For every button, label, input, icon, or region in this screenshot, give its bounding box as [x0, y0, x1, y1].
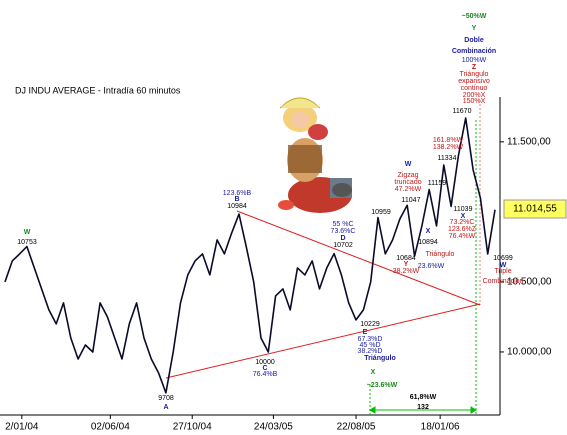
wave-annotation: Triángulo: [460, 71, 489, 78]
x-tick-label: 24/03/05: [254, 422, 293, 433]
wave-annotation: 132: [417, 404, 429, 411]
wave-annotation: 76.4%W: [449, 233, 476, 240]
wave-annotation: 150%X: [463, 98, 486, 105]
x-tick-label: 02/06/04: [91, 422, 130, 433]
wave-annotation: ~50%W: [462, 13, 487, 20]
x-tick-label: 22/08/05: [337, 422, 376, 433]
wave-annotation: 10684: [396, 255, 416, 262]
wave-annotation: 10984: [227, 203, 247, 210]
wave-annotation: 10229: [360, 321, 380, 328]
wave-annotation: 10894: [418, 239, 438, 246]
wave-annotation: 45 %D: [359, 342, 380, 349]
wave-annotation: 38.2%W: [393, 268, 420, 275]
cartoon: [270, 94, 352, 213]
wave-annotation: B: [234, 196, 239, 203]
price-box: [503, 199, 567, 219]
wave-annotation: Doble: [464, 37, 484, 44]
wave-annotation: expansivo: [458, 78, 490, 85]
wave-annotation: 11670: [453, 108, 472, 115]
wave-annotation: truncado: [394, 179, 421, 186]
x-tick-label: 18/01/06: [421, 422, 460, 433]
wave-annotation: Z: [472, 64, 477, 71]
wave-annotation: 61,8%W: [410, 394, 437, 401]
wave-annotation: 11334: [438, 155, 457, 162]
x-tick-label: 27/10/04: [173, 422, 212, 433]
wave-annotation: Combinación: [452, 48, 496, 55]
wave-annotation: 138.2%W: [433, 144, 464, 151]
wave-annotation: E: [363, 329, 368, 336]
chart-title: DJ INDU AVERAGE - Intradía 60 minutos: [15, 85, 181, 95]
wave-annotation: Combinación: [483, 278, 524, 285]
wave-annotation: Triple: [494, 268, 511, 275]
wave-annotation: 73.2%C: [450, 219, 475, 226]
wave-annotation: X: [426, 228, 431, 235]
wave-annotation: 11047: [402, 197, 421, 204]
wave-annotation: W: [500, 262, 507, 269]
wave-annotation: Zigzag: [397, 172, 418, 179]
wave-annotation: 11039: [454, 206, 473, 213]
wave-annotation: 73.6%C: [331, 228, 356, 235]
wave-annotation: 123.6%Z: [448, 226, 477, 233]
price-line: [4, 117, 496, 394]
wave-annotation: C: [262, 365, 267, 372]
wave-annotation: 11159: [428, 180, 447, 187]
wave-annotation: 55 %C: [332, 221, 353, 228]
wave-annotation: 10959: [371, 209, 391, 216]
wave-annotation: 123.6%B: [223, 190, 252, 197]
wave-annotation: W: [405, 161, 412, 168]
wave-annotation: 161.8%W: [433, 137, 464, 144]
current-price: 11.014,55: [513, 204, 557, 215]
wave-annotation: contínuo: [461, 85, 488, 92]
wave-annotation: 200%X: [463, 92, 486, 99]
wave-annotation: Triángulo: [426, 251, 455, 258]
wave-annotation: Triángulo: [364, 355, 396, 362]
wave-annotation: 23.6%W: [418, 263, 445, 270]
x-tick-label: 2/01/04: [5, 422, 39, 433]
wave-annotation: W: [24, 229, 31, 236]
wave-annotation: 10699: [493, 255, 513, 262]
wave-annotation: X: [371, 369, 376, 376]
wave-annotation: 100%W: [462, 57, 487, 64]
wave-annotation: Y: [472, 25, 477, 32]
wave-annotation: 10753: [17, 239, 37, 246]
y-tick-label: 10.000,00: [507, 347, 552, 358]
triangle-line: [236, 210, 481, 306]
y-tick-label: 10.500,00: [507, 277, 552, 288]
y-tick-label: 11.500,00: [507, 136, 551, 147]
wave-annotation: 67.3%D: [358, 336, 383, 343]
wave-annotation: Y: [404, 261, 409, 268]
wave-annotation: X: [461, 213, 466, 220]
wave-annotation: 9708: [158, 395, 174, 402]
wave-annotation: 47.2%W: [395, 186, 422, 193]
triangle-line: [165, 303, 481, 379]
wave-annotation: 38.2%D: [358, 348, 383, 355]
wave-annotation: D: [340, 235, 345, 242]
wave-annotation: 76.4%B: [253, 371, 278, 378]
time-measure: [369, 120, 477, 415]
wave-annotation: 10000: [255, 359, 275, 366]
wave-annotation: ~23.6%W: [367, 382, 398, 389]
wave-annotation: A: [163, 404, 168, 411]
wave-annotation: 10702: [333, 242, 353, 249]
